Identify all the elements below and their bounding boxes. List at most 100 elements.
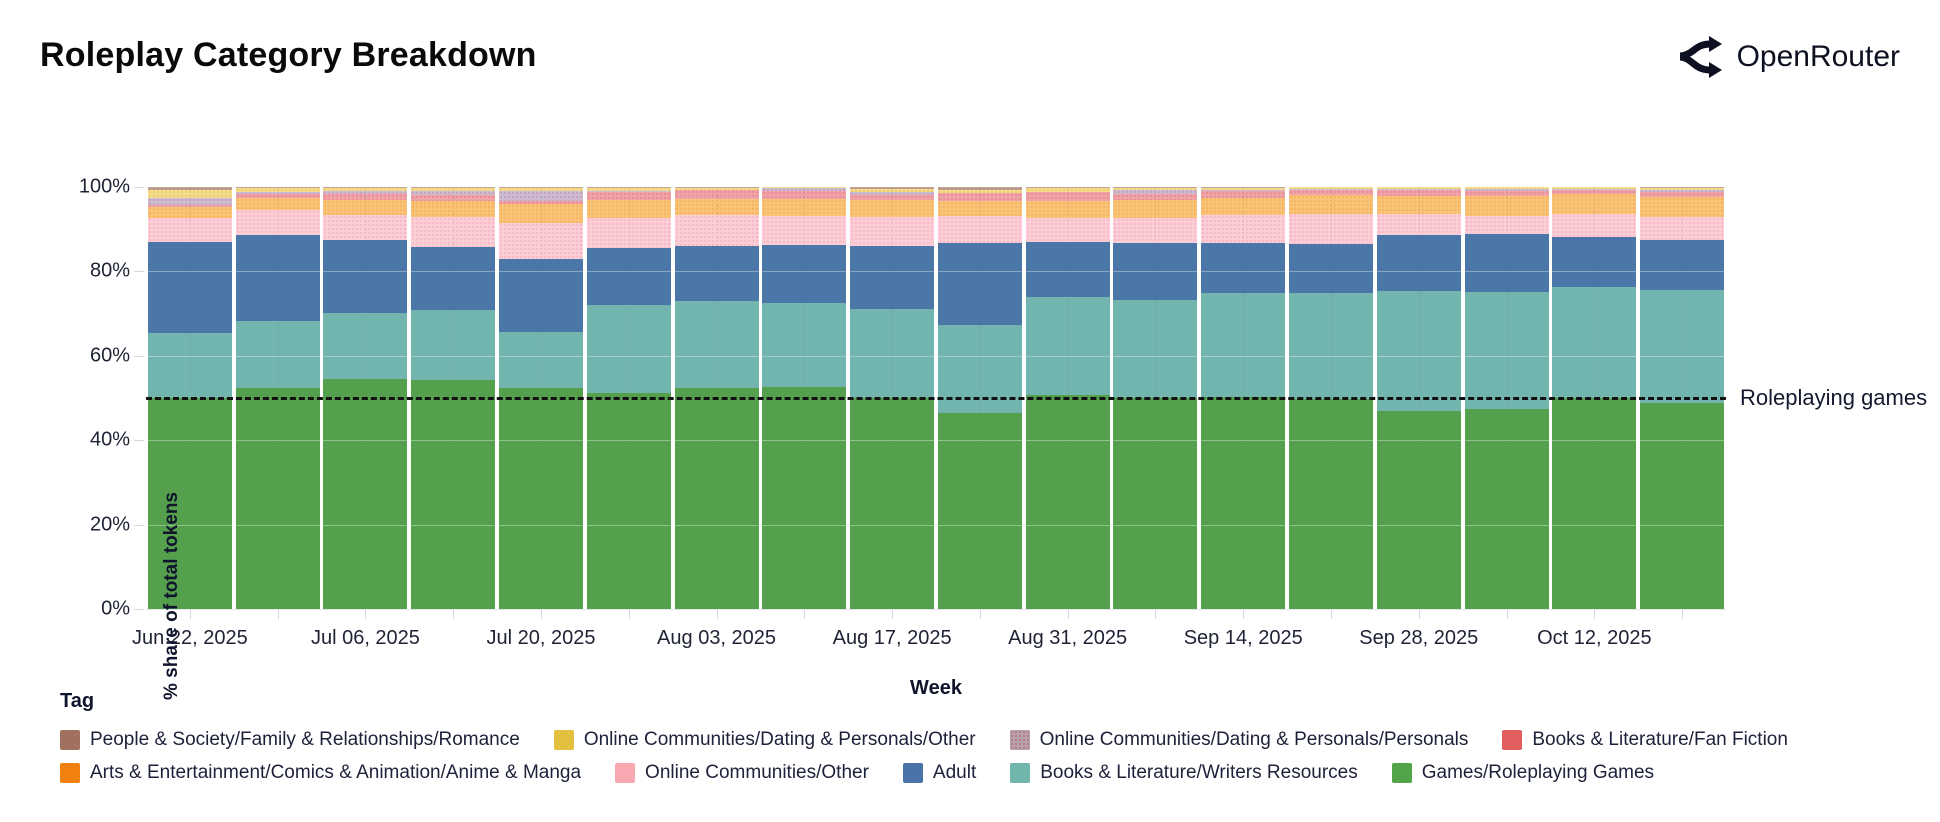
bar-segment[interactable]	[850, 245, 935, 310]
bar-segment[interactable]	[1640, 187, 1725, 190]
bar-segment[interactable]	[1201, 189, 1286, 191]
bar-segment[interactable]	[1201, 215, 1286, 244]
bar-segment[interactable]	[762, 215, 847, 246]
bar-segment[interactable]	[1113, 187, 1198, 190]
bar-segment[interactable]	[586, 191, 671, 201]
bar-segment[interactable]	[1552, 189, 1637, 195]
bar-segment[interactable]	[1113, 187, 1198, 188]
bar-segment[interactable]	[147, 197, 232, 206]
bar-segment[interactable]	[1201, 293, 1286, 398]
bar-segment[interactable]	[323, 191, 408, 194]
bar-segment[interactable]	[323, 240, 408, 314]
bar-segment[interactable]	[499, 388, 583, 609]
bar-segment[interactable]	[1376, 188, 1461, 190]
bar-week[interactable]	[1376, 187, 1461, 609]
bar-segment[interactable]	[235, 192, 320, 195]
bar-segment[interactable]	[1464, 187, 1549, 189]
bar-segment[interactable]	[411, 200, 496, 217]
bar-segment[interactable]	[1640, 216, 1725, 241]
bar-segment[interactable]	[323, 188, 408, 192]
bar-week[interactable]	[1289, 187, 1373, 609]
bar-segment[interactable]	[323, 187, 408, 189]
bar-segment[interactable]	[850, 195, 935, 201]
bar-segment[interactable]	[1201, 187, 1286, 188]
bar-segment[interactable]	[323, 313, 408, 380]
bar-week[interactable]	[674, 187, 759, 609]
bar-week[interactable]	[235, 187, 320, 609]
bar-segment[interactable]	[499, 223, 583, 260]
bar-segment[interactable]	[1113, 299, 1198, 398]
bar-segment[interactable]	[147, 333, 232, 398]
legend-item[interactable]: Arts & Entertainment/Comics & Animation/…	[60, 762, 581, 784]
bar-segment[interactable]	[411, 191, 496, 195]
bar-segment[interactable]	[323, 379, 408, 609]
bar-segment[interactable]	[1552, 236, 1637, 288]
bar-segment[interactable]	[674, 198, 759, 216]
bar-segment[interactable]	[499, 200, 583, 204]
bar-segment[interactable]	[674, 187, 759, 188]
bar-segment[interactable]	[937, 216, 1022, 243]
bar-week[interactable]	[411, 187, 496, 609]
bar-segment[interactable]	[1025, 192, 1110, 201]
bar-segment[interactable]	[586, 200, 671, 218]
bar-segment[interactable]	[411, 310, 496, 380]
bar-segment[interactable]	[1201, 187, 1286, 190]
bar-segment[interactable]	[937, 187, 1022, 190]
bar-segment[interactable]	[1289, 293, 1373, 399]
bar-week[interactable]	[323, 187, 408, 609]
bar-segment[interactable]	[235, 321, 320, 389]
bar-week[interactable]	[586, 187, 671, 609]
bar-segment[interactable]	[1289, 244, 1373, 294]
bar-segment[interactable]	[1552, 214, 1637, 237]
bar-segment[interactable]	[850, 192, 935, 196]
bar-week[interactable]	[1201, 187, 1286, 609]
bar-segment[interactable]	[323, 200, 408, 215]
bar-week[interactable]	[937, 187, 1022, 609]
bar-week[interactable]	[762, 187, 847, 609]
bar-segment[interactable]	[1376, 214, 1461, 236]
bar-segment[interactable]	[499, 191, 583, 201]
bar-segment[interactable]	[937, 193, 1022, 202]
bar-segment[interactable]	[1201, 197, 1286, 216]
bar-segment[interactable]	[1464, 188, 1549, 191]
bar-segment[interactable]	[674, 189, 759, 199]
bar-segment[interactable]	[411, 246, 496, 311]
bar-segment[interactable]	[499, 187, 583, 189]
bar-segment[interactable]	[1376, 189, 1461, 196]
bar-segment[interactable]	[674, 215, 759, 247]
bar-segment[interactable]	[674, 187, 759, 190]
legend-item[interactable]: Online Communities/Other	[615, 762, 869, 784]
bar-week[interactable]	[1552, 187, 1637, 609]
bar-week[interactable]	[1640, 187, 1725, 609]
bar-segment[interactable]	[499, 332, 583, 389]
bar-segment[interactable]	[586, 248, 671, 306]
bar-segment[interactable]	[674, 388, 759, 609]
bar-segment[interactable]	[937, 324, 1022, 413]
bar-segment[interactable]	[762, 187, 847, 189]
bar-segment[interactable]	[1025, 394, 1110, 609]
bar-segment[interactable]	[499, 188, 583, 192]
bar-segment[interactable]	[411, 187, 496, 189]
bar-segment[interactable]	[1201, 190, 1286, 198]
bar-week[interactable]	[1464, 187, 1549, 609]
bar-segment[interactable]	[411, 379, 496, 609]
bar-segment[interactable]	[674, 246, 759, 302]
bar-segment[interactable]	[1464, 409, 1549, 609]
bar-segment[interactable]	[1464, 195, 1549, 216]
bar-segment[interactable]	[499, 259, 583, 333]
bar-segment[interactable]	[235, 198, 320, 211]
bar-segment[interactable]	[235, 210, 320, 236]
bar-segment[interactable]	[147, 242, 232, 334]
bar-segment[interactable]	[1289, 187, 1373, 190]
bar-segment[interactable]	[1552, 194, 1637, 215]
bar-segment[interactable]	[1640, 240, 1725, 290]
bar-segment[interactable]	[147, 187, 232, 190]
bar-segment[interactable]	[586, 187, 671, 192]
bar-segment[interactable]	[850, 398, 935, 609]
bar-week[interactable]	[147, 187, 232, 609]
bar-segment[interactable]	[147, 189, 232, 198]
bar-segment[interactable]	[235, 187, 320, 189]
bar-segment[interactable]	[1113, 199, 1198, 218]
bar-segment[interactable]	[762, 302, 847, 388]
bar-segment[interactable]	[762, 387, 847, 609]
